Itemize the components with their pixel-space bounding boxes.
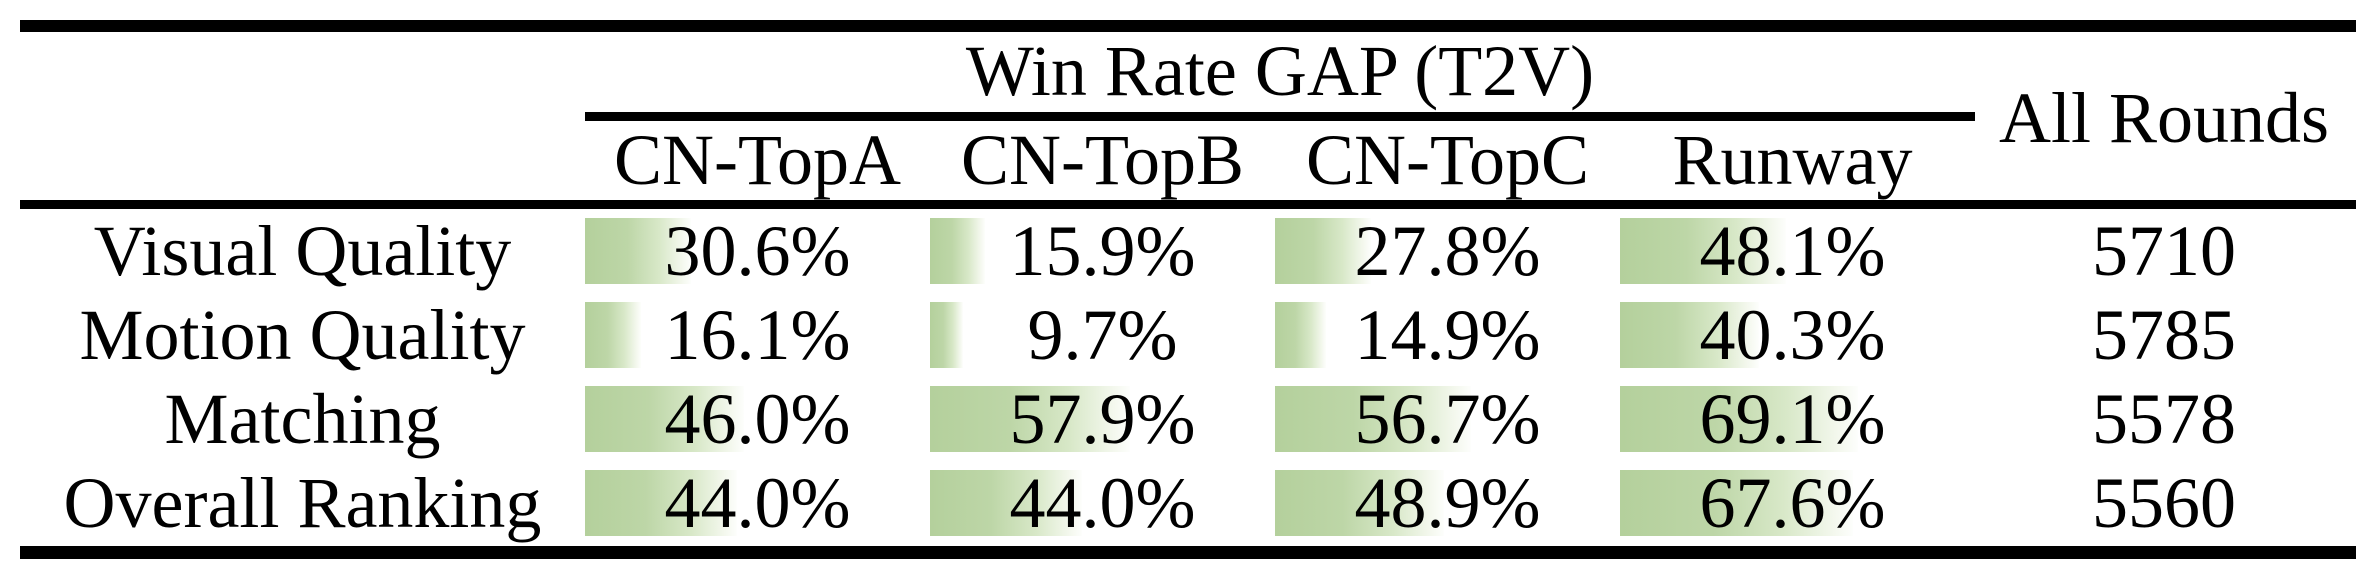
win-rate-bar — [930, 386, 1130, 452]
data-cell: 44.0% — [585, 461, 930, 545]
win-rate-value: 48.9% — [1354, 463, 1541, 543]
win-rate-bar — [1620, 386, 1859, 452]
data-cell: 67.6% — [1620, 461, 1965, 545]
data-cell: 57.9% — [930, 377, 1275, 461]
table-top-rule — [20, 20, 2356, 32]
data-cell: 44.0% — [930, 461, 1275, 545]
column-header-all-rounds: All Rounds — [1998, 78, 2330, 158]
win-rate-value: 67.6% — [1699, 463, 1886, 543]
win-rate-value: 40.3% — [1699, 295, 1886, 375]
win-rate-bar — [1275, 302, 1327, 368]
all-rounds-value: 5785 — [2092, 295, 2236, 375]
win-rate-value: 48.1% — [1699, 211, 1886, 291]
data-cell: 9.7% — [930, 293, 1275, 377]
win-rate-bar — [585, 386, 744, 452]
table-row-motion-quality: Motion Quality 16.1% 9.7% 14.9% 40.3% 57… — [0, 293, 2376, 377]
win-rate-value: 44.0% — [1009, 463, 1196, 543]
row-label: Motion Quality — [79, 295, 526, 375]
win-rate-value: 69.1% — [1699, 379, 1886, 459]
win-rate-bar — [1620, 470, 1854, 536]
data-cell: 14.9% — [1275, 293, 1620, 377]
win-rate-bar — [585, 302, 641, 368]
table-row-visual-quality: Visual Quality 30.6% 15.9% 27.8% 48.1% 5… — [0, 209, 2376, 293]
all-rounds-value: 5710 — [2092, 211, 2236, 291]
row-label: Visual Quality — [93, 211, 512, 291]
win-rate-value: 44.0% — [664, 463, 851, 543]
header-separator-rule — [20, 200, 2356, 209]
win-rate-bar — [1275, 386, 1471, 452]
data-cell: 69.1% — [1620, 377, 1965, 461]
data-cell: 40.3% — [1620, 293, 1965, 377]
data-cell: 48.1% — [1620, 209, 1965, 293]
data-cell: 30.6% — [585, 209, 930, 293]
data-cell: 15.9% — [930, 209, 1275, 293]
win-rate-bar — [585, 470, 737, 536]
win-rate-bar — [1275, 470, 1444, 536]
column-header-cn-topc: CN-TopC — [1306, 119, 1589, 200]
win-rate-bar — [1620, 218, 1786, 284]
row-label: Overall Ranking — [63, 463, 542, 543]
group-header-win-rate-gap: Win Rate GAP (T2V) — [965, 31, 1595, 111]
data-cell: 16.1% — [585, 293, 930, 377]
column-header-cn-topa: CN-TopA — [614, 119, 901, 200]
win-rate-bar — [1620, 302, 1760, 368]
all-rounds-value: 5578 — [2092, 379, 2236, 459]
table-row-matching: Matching 46.0% 57.9% 56.7% 69.1% 5578 — [0, 377, 2376, 461]
all-rounds-value: 5560 — [2092, 463, 2236, 543]
data-cell: 27.8% — [1275, 209, 1620, 293]
win-rate-bar — [1275, 218, 1371, 284]
table-row-overall-ranking: Overall Ranking 44.0% 44.0% 48.9% 67.6% … — [0, 461, 2376, 545]
win-rate-value: 56.7% — [1354, 379, 1541, 459]
win-rate-value: 16.1% — [664, 295, 851, 375]
win-rate-value: 27.8% — [1354, 211, 1541, 291]
win-rate-value: 14.9% — [1354, 295, 1541, 375]
win-rate-value: 9.7% — [1027, 295, 1178, 375]
win-rate-bar — [930, 470, 1082, 536]
column-header-runway: Runway — [1672, 119, 1913, 200]
win-rate-bar — [930, 218, 985, 284]
data-cell: 46.0% — [585, 377, 930, 461]
group-header-underline-rule — [585, 112, 1975, 121]
win-rate-value: 57.9% — [1009, 379, 1196, 459]
data-cell: 48.9% — [1275, 461, 1620, 545]
win-rate-value: 15.9% — [1009, 211, 1196, 291]
win-rate-bar — [930, 302, 964, 368]
data-cell: 56.7% — [1275, 377, 1620, 461]
win-rate-value: 30.6% — [664, 211, 851, 291]
win-rate-value: 46.0% — [664, 379, 851, 459]
table-bottom-rule — [20, 546, 2356, 559]
column-header-cn-topb: CN-TopB — [961, 119, 1244, 200]
row-label: Matching — [164, 379, 441, 459]
win-rate-bar — [585, 218, 691, 284]
